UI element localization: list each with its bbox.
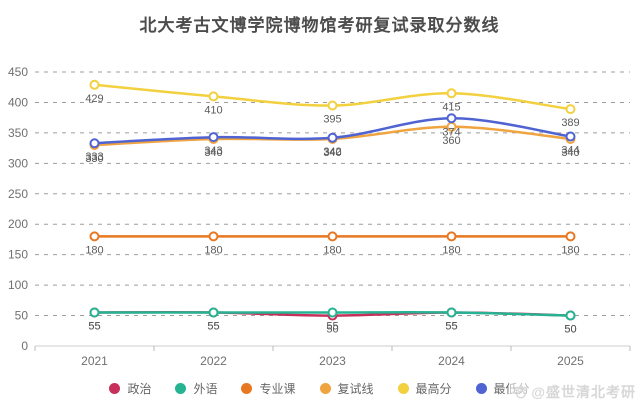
point-label: 55 (88, 321, 100, 333)
point-label: 343 (204, 145, 222, 157)
point-foreign-language-2023[interactable] (327, 307, 338, 318)
chart-legend: 政治 外语 专业课 复试线 最高分 最低分 (0, 380, 639, 397)
point-label: 180 (442, 244, 460, 256)
legend-item-min-score[interactable]: 最低分 (475, 380, 530, 397)
point-label: 415 (442, 101, 460, 113)
legend-label-retest-line: 复试线 (337, 382, 374, 396)
x-axis-label: 2025 (557, 354, 584, 368)
chart-title: 北大考古文博学院博物馆考研复试录取分数线 (139, 16, 500, 35)
point-major-course-2025[interactable] (565, 231, 576, 242)
point-foreign-language-2022[interactable] (208, 307, 219, 318)
point-label: 429 (85, 93, 103, 105)
point-min-score-2022[interactable] (208, 132, 219, 143)
legend-item-retest-line[interactable]: 复试线 (319, 380, 374, 397)
x-axis-label: 2023 (319, 354, 346, 368)
legend-swatch-major-course (241, 383, 253, 394)
x-axis-label: 2021 (81, 354, 108, 368)
legend-swatch-max-score (397, 383, 409, 394)
point-label: 410 (204, 104, 222, 116)
point-label: 55 (207, 321, 219, 333)
y-axis-label: 0 (21, 339, 28, 353)
y-axis-label: 100 (8, 278, 28, 292)
point-min-score-2024[interactable] (446, 113, 457, 124)
x-axis-label: 2022 (200, 354, 227, 368)
point-label: 333 (85, 151, 103, 163)
legend-swatch-politics (109, 383, 121, 394)
point-label: 340 (323, 147, 341, 159)
point-label: 55 (88, 321, 100, 333)
point-label: 374 (442, 126, 460, 138)
point-max-score-2024[interactable] (446, 88, 457, 99)
legend-item-foreign-language[interactable]: 外语 (175, 380, 217, 397)
legend-label-politics: 政治 (127, 382, 152, 396)
point-label: 330 (85, 153, 103, 165)
point-label: 360 (442, 135, 460, 147)
y-axis-label: 50 (15, 309, 29, 323)
legend-swatch-foreign-language (175, 383, 187, 394)
point-label: 50 (326, 324, 338, 336)
y-axis-label: 450 (8, 65, 28, 79)
y-axis-label: 200 (8, 217, 28, 231)
point-foreign-language-2024[interactable] (446, 307, 457, 318)
legend-label-major-course: 专业课 (259, 382, 296, 396)
point-label: 340 (561, 147, 579, 159)
legend-swatch-retest-line (319, 383, 331, 394)
legend-label-foreign-language: 外语 (193, 382, 218, 396)
legend-item-politics[interactable]: 政治 (109, 380, 151, 397)
y-axis-label: 150 (8, 248, 28, 262)
point-label: 55 (445, 321, 457, 333)
legend-item-major-course[interactable]: 专业课 (241, 380, 296, 397)
point-label: 342 (323, 146, 341, 158)
point-label: 344 (561, 145, 579, 157)
point-foreign-language-2025[interactable] (565, 310, 576, 321)
point-label: 55 (207, 321, 219, 333)
legend-swatch-min-score (475, 383, 487, 394)
point-label: 389 (561, 117, 579, 129)
y-axis-label: 250 (8, 187, 28, 201)
point-major-course-2021[interactable] (89, 231, 100, 242)
point-major-course-2022[interactable] (208, 231, 219, 242)
point-label: 395 (323, 113, 341, 125)
legend-item-max-score[interactable]: 最高分 (397, 380, 452, 397)
x-axis-label: 2024 (438, 354, 465, 368)
legend-label-min-score: 最低分 (493, 382, 530, 396)
legend-label-max-score: 最高分 (415, 382, 452, 396)
point-max-score-2022[interactable] (208, 91, 219, 102)
point-label: 55 (445, 321, 457, 333)
point-foreign-language-2021[interactable] (89, 307, 100, 318)
y-axis-label: 400 (8, 95, 28, 109)
point-label: 340 (204, 147, 222, 159)
y-axis-label: 300 (8, 156, 28, 170)
point-max-score-2023[interactable] (327, 100, 338, 111)
point-min-score-2025[interactable] (565, 131, 576, 142)
point-label: 180 (204, 244, 222, 256)
point-label: 180 (323, 244, 341, 256)
y-axis-label: 350 (8, 126, 28, 140)
point-max-score-2025[interactable] (565, 104, 576, 115)
point-max-score-2021[interactable] (89, 79, 100, 90)
point-label: 180 (561, 244, 579, 256)
point-min-score-2021[interactable] (89, 138, 100, 149)
point-major-course-2024[interactable] (446, 231, 457, 242)
point-min-score-2023[interactable] (327, 132, 338, 143)
point-label: 50 (564, 324, 576, 336)
point-major-course-2023[interactable] (327, 231, 338, 242)
point-label: 50 (564, 324, 576, 336)
point-label: 180 (85, 244, 103, 256)
point-label: 55 (326, 321, 338, 333)
